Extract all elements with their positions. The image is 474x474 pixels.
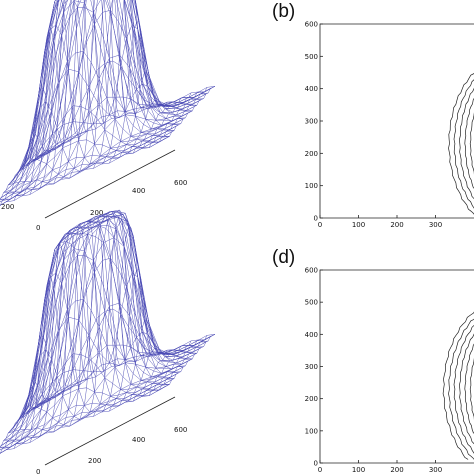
axes-b: 0 100 200 300 400 500 600 0 100 200 300 (305, 21, 474, 229)
panel-d-contour-plot: (d) 0 100 200 300 400 500 600 0 100 200 300 (272, 247, 474, 474)
panel-label-d: (d) (272, 247, 295, 268)
panel-label-b: (b) (272, 1, 295, 22)
x-tick-label: 100 (352, 466, 365, 474)
tick-label-x-c-0: 0 (36, 468, 40, 474)
axis-x-c (44, 396, 176, 466)
axes-frame (319, 269, 474, 464)
contour-line (464, 97, 474, 189)
y-tick-label: 100 (305, 427, 318, 435)
y-tick-label: 600 (305, 21, 318, 29)
mesh-surface-a (0, 0, 216, 206)
y-tick-label: 600 (305, 267, 318, 275)
tick-label-x-c-400: 400 (132, 436, 145, 444)
tick-label-x-a-600: 600 (174, 179, 187, 187)
contour-lines-d (442, 311, 474, 460)
y-tick-label: 200 (305, 150, 318, 158)
axis-x-a (44, 149, 176, 219)
contour-line (459, 333, 474, 445)
contour-line (453, 79, 474, 209)
x-tick-label: 200 (390, 466, 403, 474)
y-tick-label: 0 (314, 460, 318, 468)
mesh-wireframe (0, 209, 216, 454)
y-tick-label: 400 (305, 331, 318, 339)
x-tick-label: 100 (352, 221, 365, 229)
contour-line (459, 87, 474, 200)
tick-label-x-a-200: 200 (90, 209, 103, 217)
y-tick-label: 0 (314, 215, 318, 223)
contour-line (469, 112, 474, 175)
tick-label-x-c-200: 200 (88, 457, 101, 465)
tick-label-x-a-0: 0 (36, 224, 40, 232)
y-tick-label: 500 (305, 53, 318, 61)
axes-d: 0 100 200 300 400 500 600 0 100 200 300 (305, 267, 474, 474)
y-tick-label: 300 (305, 363, 318, 371)
contour-lines-b (448, 72, 474, 215)
contour-line (448, 72, 474, 215)
mesh-wireframe (0, 0, 216, 206)
y-tick-label: 100 (305, 182, 318, 190)
contour-line (448, 318, 474, 460)
axes-frame (319, 23, 474, 219)
x-tick-label: 300 (429, 221, 442, 229)
panel-b-contour-plot: (b) 0 100 200 300 400 500 600 0 100 200 300 (272, 1, 474, 229)
contour-line (442, 311, 474, 460)
tick-label-y-a-200: 200 (1, 203, 14, 211)
tick-label-x-c-600: 600 (174, 426, 187, 434)
contour-line (469, 357, 474, 420)
x-tick-label: 300 (429, 466, 442, 474)
y-tick-label: 500 (305, 299, 318, 307)
x-tick-label: 200 (390, 221, 403, 229)
mesh-surface-c (0, 209, 216, 454)
x-tick-label: 0 (318, 466, 322, 474)
y-tick-label: 200 (305, 395, 318, 403)
x-tick-label: 0 (318, 221, 322, 229)
y-tick-label: 400 (305, 85, 318, 93)
contour-line (453, 324, 474, 454)
y-tick-label: 300 (305, 118, 318, 126)
panel-a-mesh-plot: 0 200 400 600 200 (0, 0, 216, 232)
tick-label-x-a-400: 400 (132, 187, 145, 195)
panel-c-mesh-plot: 0 200 400 600 (0, 209, 216, 474)
contour-line (464, 343, 474, 434)
